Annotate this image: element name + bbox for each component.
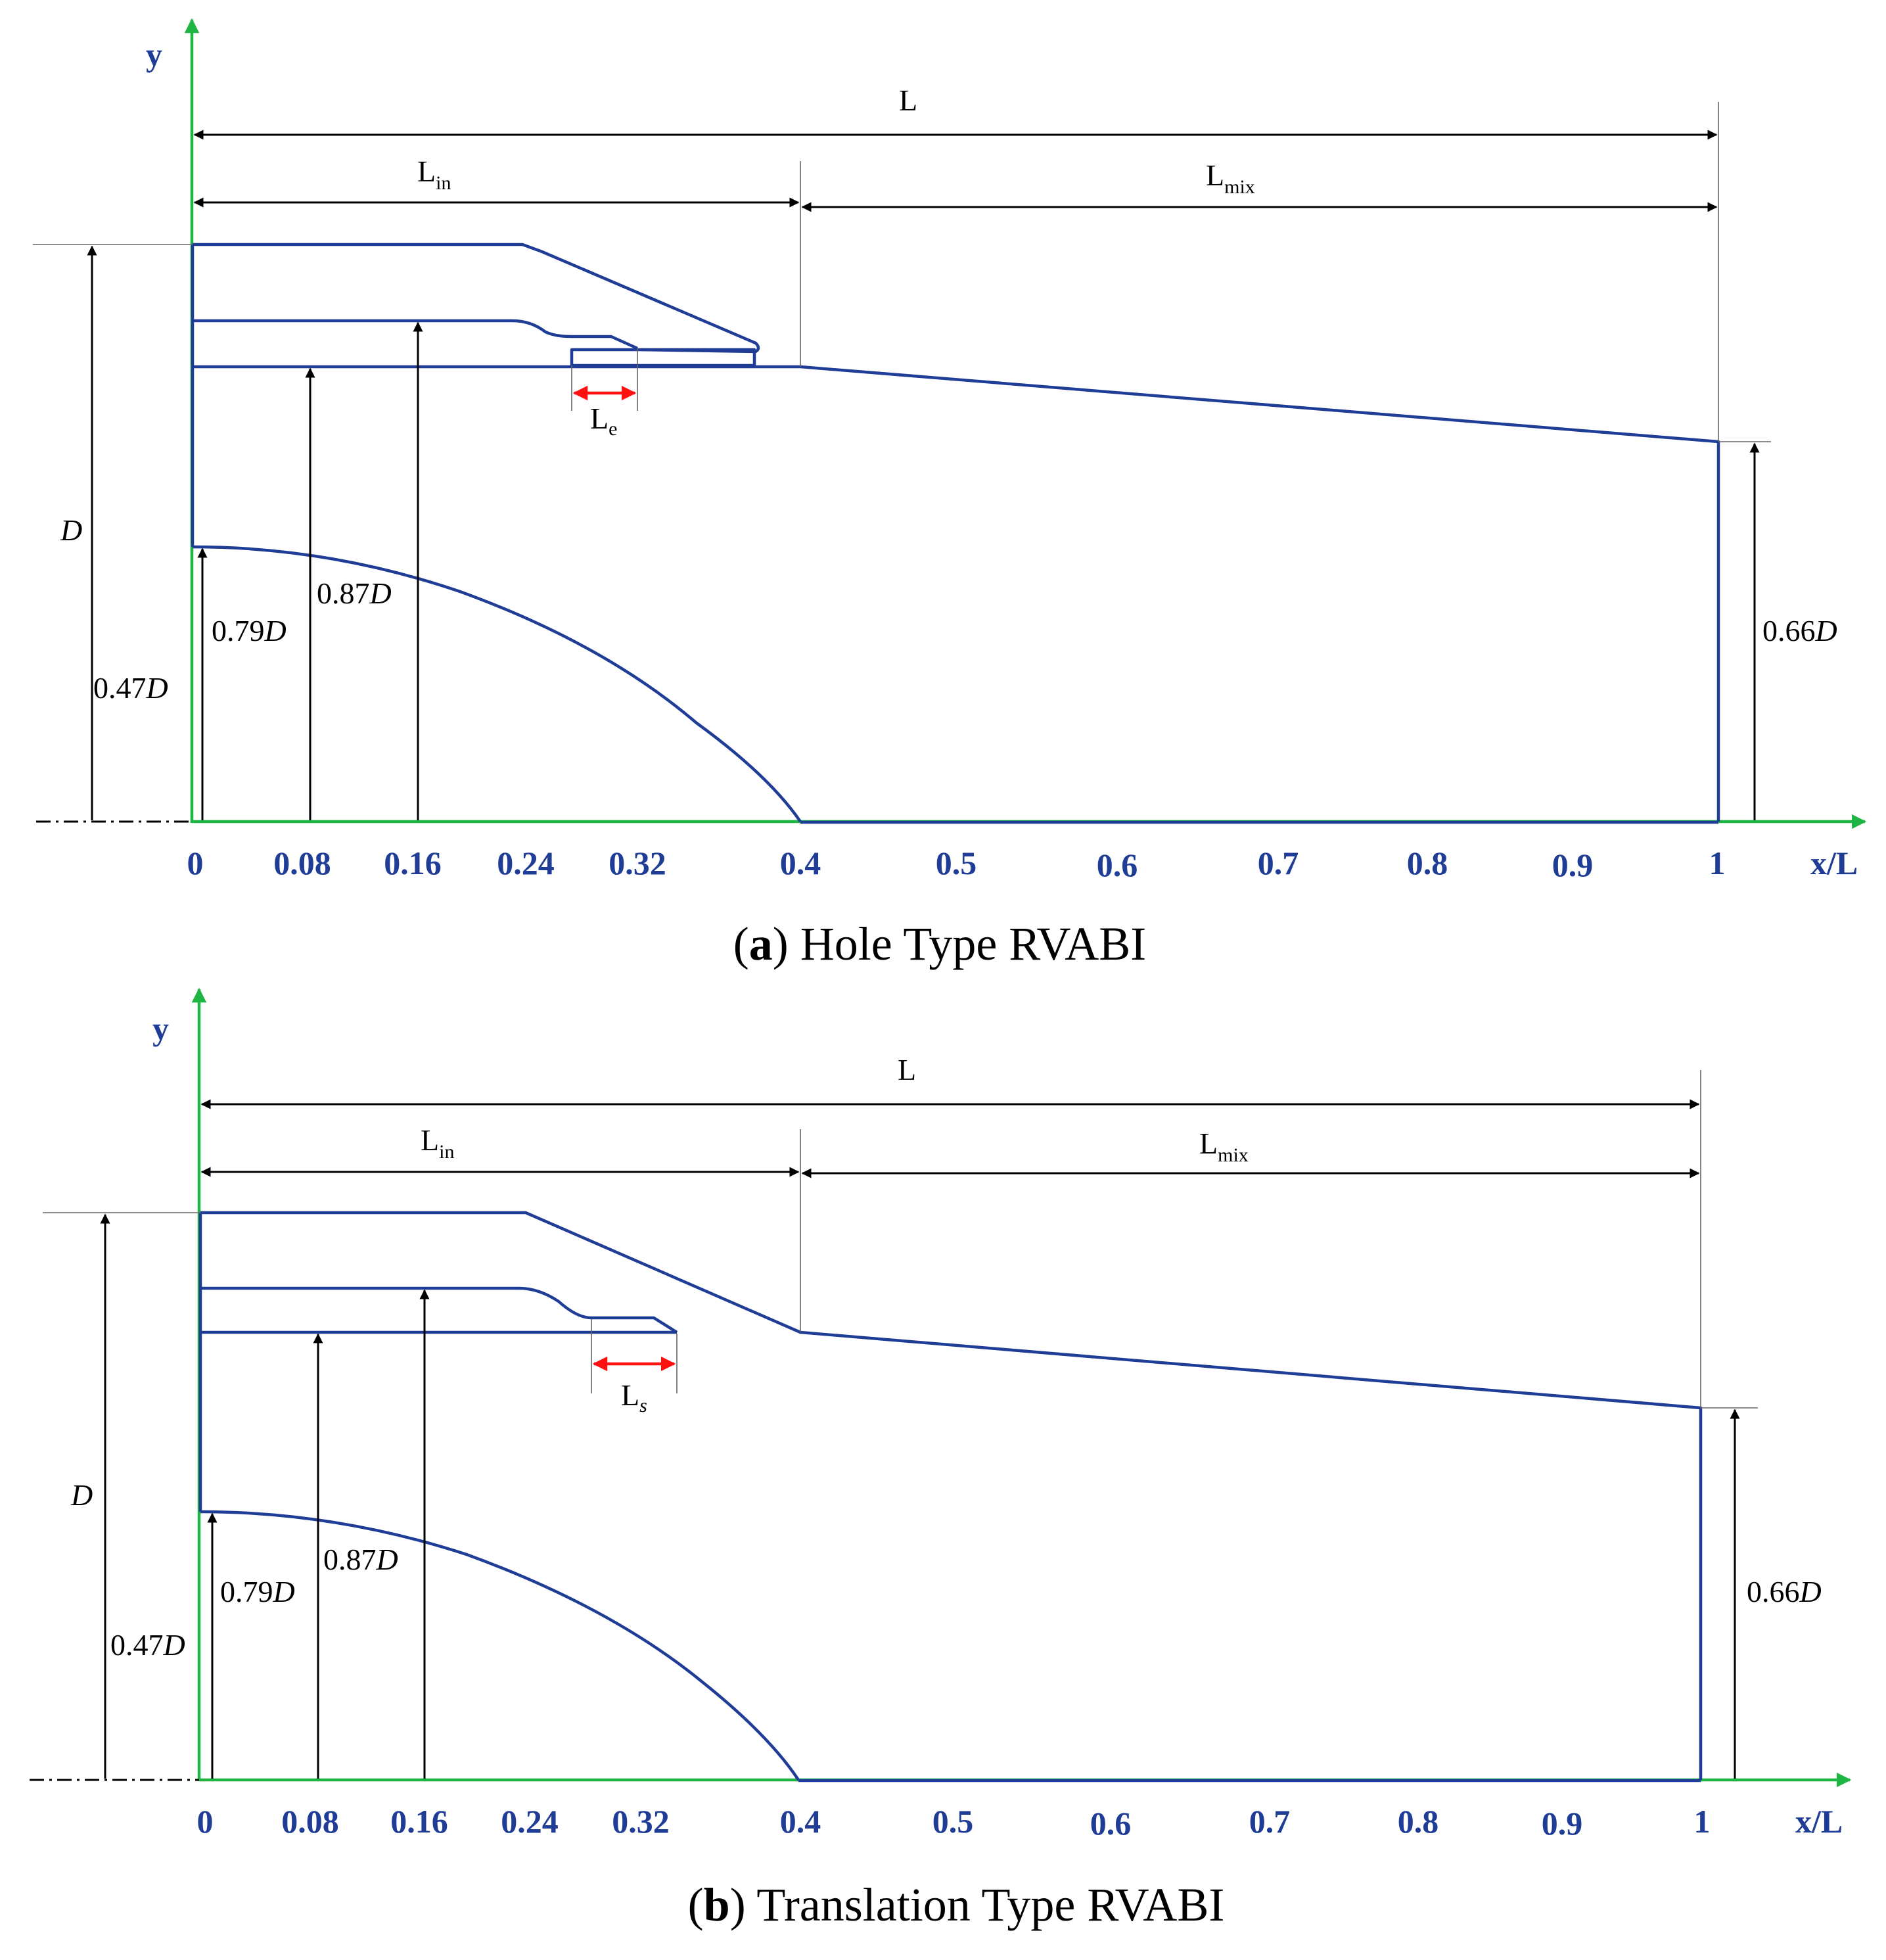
radius-coef: 0.79 xyxy=(212,614,265,647)
x-tick-label: 1 xyxy=(1694,1803,1711,1840)
mix-length-subscript-b: mix xyxy=(1218,1144,1249,1166)
x-tick-label: 0.08 xyxy=(281,1803,339,1840)
radius-symbol: D xyxy=(376,1543,398,1576)
radius-symbol: D xyxy=(163,1628,185,1662)
diameter-label-a: D xyxy=(60,513,82,547)
radius-coef: 0.87 xyxy=(317,576,370,610)
radius-symbol: D xyxy=(264,614,287,647)
x-tick-label: 0.8 xyxy=(1407,845,1448,881)
inlet-length-label-a: Lin xyxy=(417,154,451,194)
radius-symbol: D xyxy=(1799,1575,1822,1608)
x-tick-label: 0.08 xyxy=(273,845,331,881)
caption-letter-b: b xyxy=(704,1878,730,1931)
x-tick-label: 0.9 xyxy=(1552,847,1594,883)
radius-coef: 0.87 xyxy=(323,1543,377,1576)
y-axis-label-b: y xyxy=(152,1010,169,1047)
radius-label-066-b: 0.66D xyxy=(1747,1575,1822,1608)
x-tick-label: 0.16 xyxy=(384,845,442,881)
radius-coef: 0.66 xyxy=(1747,1575,1800,1608)
caption-title-a: Hole Type RVABI xyxy=(800,918,1147,970)
x-tick-label: 0.32 xyxy=(612,1803,670,1840)
translation-length-symbol-b: L xyxy=(621,1378,639,1412)
x-tick-label: 0.6 xyxy=(1097,847,1138,883)
y-axis-label-a: y xyxy=(146,36,162,73)
inlet-length-symbol-a: L xyxy=(417,154,436,188)
mix-length-symbol-a: L xyxy=(1206,158,1224,192)
length-label-b: L xyxy=(898,1053,916,1086)
radius-coef: 0.47 xyxy=(110,1628,164,1662)
radius-label-047-b: 0.47D xyxy=(110,1628,185,1662)
x-tick-label: 0.8 xyxy=(1398,1803,1439,1840)
x-tick-label: 0.6 xyxy=(1090,1805,1132,1842)
x-tick-label: 0.4 xyxy=(780,845,821,881)
x-tick-label: 0.5 xyxy=(932,1803,974,1840)
x-tick-labels-a: 0 0.08 0.16 0.24 0.32 0.4 0.5 0.6 0.7 0.… xyxy=(187,845,1726,883)
x-tick-label: 0.16 xyxy=(390,1803,448,1840)
radius-label-079-a: 0.79D xyxy=(212,614,287,647)
x-tick-label: 0 xyxy=(197,1803,214,1840)
panel-b: y x/L 0 0.08 0.16 0.24 0.32 0.4 0.5 0.6 … xyxy=(30,987,1852,1931)
x-axis-label-b: x/L xyxy=(1795,1803,1843,1840)
hole-length-symbol-a: L xyxy=(590,402,609,435)
translation-length-subscript-b: s xyxy=(639,1395,647,1416)
x-tick-label: 0 xyxy=(187,845,204,881)
length-label-a: L xyxy=(899,83,917,117)
inner-wall-a xyxy=(193,365,1720,822)
x-axis-label-a: x/L xyxy=(1810,845,1858,881)
caption-title-b: Translation Type RVABI xyxy=(756,1878,1224,1931)
inlet-length-label-b: Lin xyxy=(421,1123,454,1163)
x-tick-label: 0.7 xyxy=(1258,845,1299,881)
radius-symbol: D xyxy=(146,671,168,705)
x-tick-label: 1 xyxy=(1709,845,1726,881)
outer-cowl-a xyxy=(193,243,760,354)
x-tick-label: 0.7 xyxy=(1249,1803,1291,1840)
middle-wall-a xyxy=(193,319,638,350)
x-tick-label: 0.9 xyxy=(1542,1805,1583,1842)
translation-length-label-b: Ls xyxy=(621,1378,647,1416)
center-body-a xyxy=(192,545,802,823)
x-tick-label: 0.5 xyxy=(936,845,977,881)
mix-length-label-a: Lmix xyxy=(1206,158,1255,198)
center-body-b xyxy=(200,1510,800,1781)
radius-symbol: D xyxy=(369,576,392,610)
radius-label-079-b: 0.79D xyxy=(220,1575,295,1608)
radius-label-066-a: 0.66D xyxy=(1762,614,1837,647)
radius-label-087-a: 0.87D xyxy=(317,576,392,610)
radius-label-087-b: 0.87D xyxy=(323,1543,398,1576)
x-tick-label: 0.24 xyxy=(501,1803,559,1840)
mix-length-symbol-b: L xyxy=(1199,1127,1218,1160)
x-tick-label: 0.4 xyxy=(780,1803,821,1840)
hole-length-subscript-a: e xyxy=(609,418,617,440)
radius-symbol: D xyxy=(1815,614,1837,647)
mix-length-subscript-a: mix xyxy=(1224,176,1255,198)
radius-symbol: D xyxy=(273,1575,295,1608)
caption-a: (a) Hole Type RVABI xyxy=(733,918,1147,970)
x-tick-labels-b: 0 0.08 0.16 0.24 0.32 0.4 0.5 0.6 0.7 0.… xyxy=(197,1803,1711,1842)
inlet-geometry-a xyxy=(191,243,1720,824)
radius-coef: 0.47 xyxy=(93,671,147,705)
x-tick-label: 0.32 xyxy=(609,845,666,881)
radius-coef: 0.66 xyxy=(1762,614,1816,647)
caption-letter-a: a xyxy=(749,918,773,970)
radius-label-047-a: 0.47D xyxy=(93,671,168,705)
caption-b: (b) Translation Type RVABI xyxy=(688,1878,1225,1931)
mix-length-label-b: Lmix xyxy=(1199,1127,1249,1166)
x-tick-label: 0.24 xyxy=(497,845,555,881)
inlet-length-symbol-b: L xyxy=(421,1123,439,1157)
diameter-label-b: D xyxy=(70,1478,93,1512)
middle-wall-b xyxy=(200,1286,678,1334)
hole-length-label-a: Le xyxy=(590,402,617,440)
panel-a: y x/L 0 0.08 0.16 0.24 0.32 0.4 0.5 0.6 … xyxy=(33,18,1867,970)
inlet-length-subscript-a: in xyxy=(436,172,451,194)
inlet-length-subscript-b: in xyxy=(439,1141,454,1163)
radius-coef: 0.79 xyxy=(220,1575,273,1608)
